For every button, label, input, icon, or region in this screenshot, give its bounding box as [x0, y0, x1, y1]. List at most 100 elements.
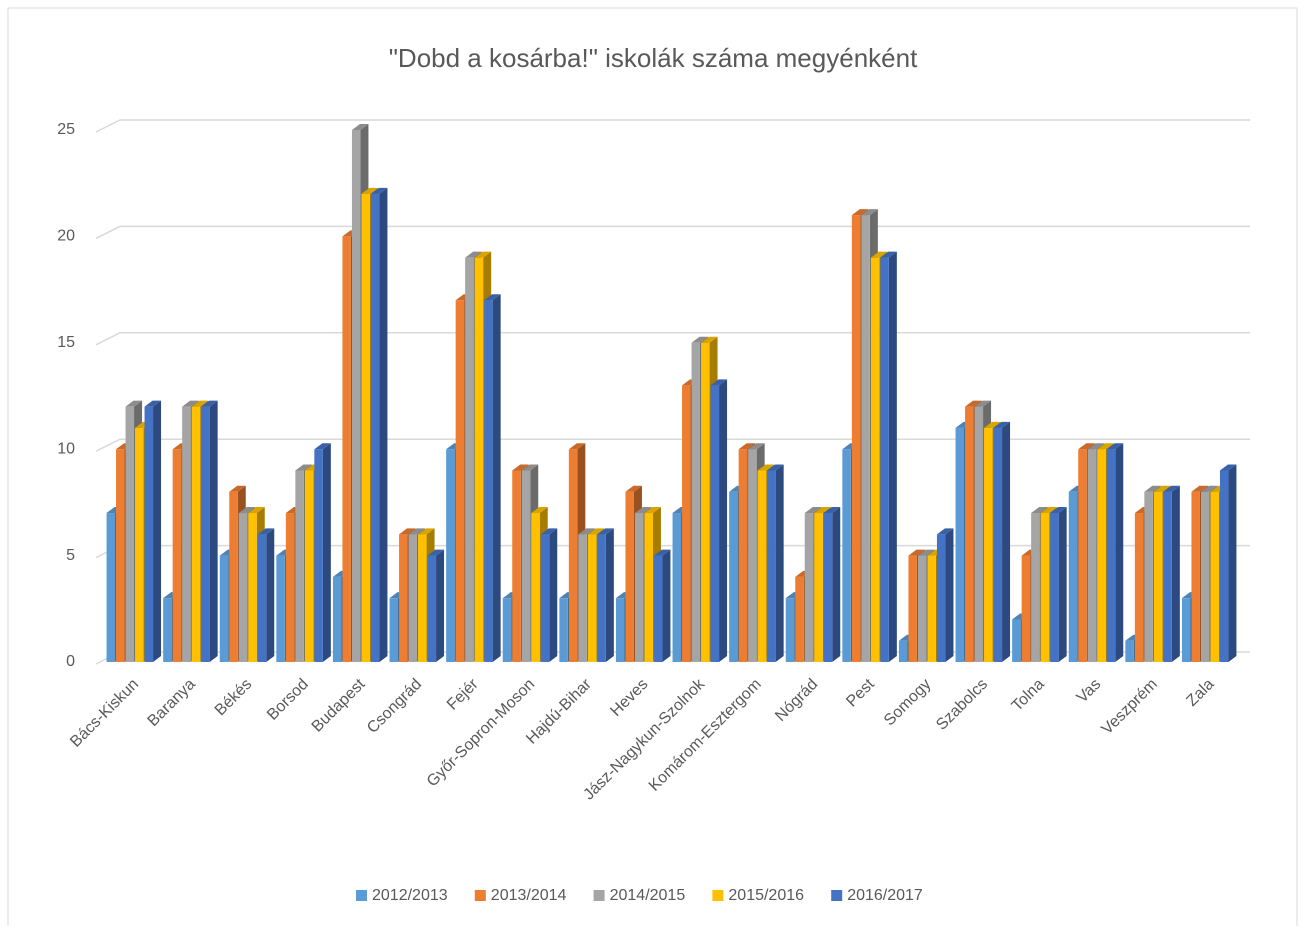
bar — [682, 385, 691, 662]
bar-top — [767, 464, 784, 471]
bar-side — [1228, 464, 1237, 662]
bar-top — [540, 528, 558, 535]
bar-top — [191, 400, 209, 407]
bar-3d — [540, 528, 558, 662]
bar-top — [701, 336, 718, 343]
bar — [285, 513, 295, 662]
bar-top — [1106, 443, 1124, 450]
bar-top — [861, 209, 878, 216]
bar — [851, 215, 861, 662]
bar — [248, 513, 257, 662]
bar-3d — [314, 443, 331, 662]
bar — [238, 513, 248, 662]
bar — [135, 427, 144, 662]
bar-side — [945, 528, 954, 662]
bar-top — [248, 507, 265, 514]
bar-top — [370, 187, 388, 194]
bar-top — [201, 400, 218, 407]
bar — [1087, 449, 1097, 662]
bar — [691, 342, 701, 662]
bar — [163, 598, 172, 662]
bar-side — [209, 400, 218, 662]
bar-side — [322, 443, 331, 662]
bar — [795, 576, 804, 662]
bar — [1106, 449, 1116, 662]
bar — [701, 342, 710, 662]
bar-top — [1153, 485, 1171, 492]
bar — [1012, 619, 1021, 662]
bar — [767, 470, 776, 662]
bar-side — [436, 549, 445, 662]
bar-top — [1040, 507, 1058, 514]
bar-top — [634, 507, 652, 514]
bar — [314, 449, 323, 662]
bar-top — [568, 443, 586, 450]
bar-top — [851, 209, 869, 216]
bar-top — [917, 549, 935, 556]
bar-3d — [1106, 443, 1124, 662]
bar-top — [238, 507, 256, 514]
grid-line — [95, 119, 1250, 133]
bar — [1191, 491, 1200, 662]
bar — [1021, 555, 1031, 662]
bar — [427, 555, 437, 662]
legend-swatch — [593, 890, 605, 901]
bar — [182, 406, 191, 662]
bar-top — [361, 187, 378, 194]
bar — [653, 555, 663, 662]
bar — [993, 427, 1003, 662]
legend-label: 2015/2016 — [728, 887, 804, 904]
bar — [502, 598, 512, 662]
bar-top — [295, 464, 312, 471]
bar-side — [379, 187, 388, 662]
bar-top — [908, 549, 925, 556]
bar — [1163, 491, 1172, 662]
bar — [842, 449, 851, 662]
bar — [785, 598, 795, 662]
bar-3d — [201, 400, 218, 662]
bar-side — [662, 549, 671, 662]
bar — [455, 300, 465, 662]
bar-top — [1144, 485, 1161, 492]
bar-top — [936, 528, 954, 535]
y-tick-label: 25 — [57, 121, 75, 138]
bar — [1144, 491, 1153, 662]
bar-side — [549, 528, 558, 662]
bar — [984, 427, 993, 662]
bar-top — [1078, 443, 1095, 450]
bar — [634, 513, 644, 662]
bar-3d — [370, 187, 388, 662]
bar-top — [427, 549, 445, 556]
bar-3d — [880, 251, 897, 662]
bar — [625, 491, 634, 662]
bar — [465, 257, 474, 662]
bar — [587, 534, 597, 662]
bar — [144, 406, 154, 662]
bar-3d — [767, 464, 784, 662]
bar-top — [1050, 507, 1067, 514]
bar-3d — [1050, 507, 1067, 662]
legend-swatch — [831, 890, 843, 901]
bar-top — [474, 251, 492, 258]
bar — [446, 449, 455, 662]
bar — [974, 406, 984, 662]
bar-top — [399, 528, 416, 535]
bar — [597, 534, 606, 662]
bar-top — [880, 251, 897, 258]
bar-3d — [936, 528, 954, 662]
bar-top — [653, 549, 671, 556]
bar-top — [257, 528, 275, 535]
bar — [729, 491, 738, 662]
bar — [1200, 491, 1210, 662]
bar — [389, 598, 399, 662]
bar — [1040, 513, 1050, 662]
legend-label: 2016/2017 — [847, 887, 923, 904]
bar — [116, 449, 125, 662]
bar-3d — [1163, 485, 1180, 662]
bar — [257, 534, 267, 662]
bar — [1097, 449, 1106, 662]
bar — [578, 534, 587, 662]
bar-top — [1200, 485, 1218, 492]
legend-swatch — [474, 890, 486, 901]
bar-side — [492, 294, 501, 662]
